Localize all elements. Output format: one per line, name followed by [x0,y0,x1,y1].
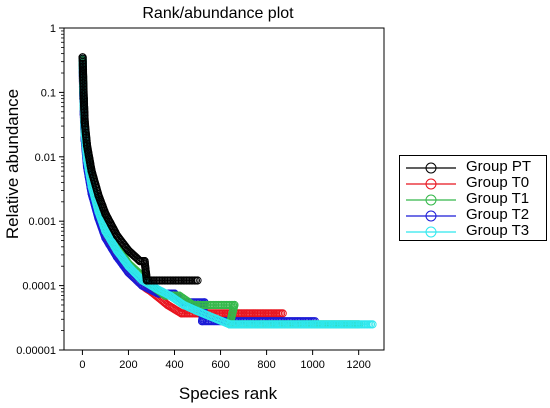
data-point [278,309,287,318]
plot-frame [63,27,385,351]
data-point [193,276,202,285]
legend-label: Group PT [466,158,532,175]
legend-label: Group T3 [466,222,530,239]
x-tick-label: 800 [257,359,275,371]
series-group-t1 [78,55,363,329]
legend-swatch-t2 [406,210,456,222]
legend-label: Group T2 [466,206,530,223]
series-group-t2 [78,59,319,326]
legend-item: Group T1 [400,190,546,208]
legend-label: Group T0 [466,174,530,191]
legend-swatch-pt [406,162,456,174]
legend-item: Group T2 [400,206,546,224]
legend-item: Group T0 [400,174,546,192]
y-axis-label: Relative abundance [3,89,22,239]
data-series [78,53,377,329]
legend-swatch-t0 [406,178,456,190]
legend-swatch-t3 [406,226,456,238]
x-tick-label: 400 [165,359,183,371]
x-tick-label: 600 [211,359,229,371]
series-group-pt [78,53,202,285]
y-tick-label: 0.001 [28,216,56,228]
x-tick-label: 1000 [300,359,324,371]
y-tick-label: 0.0001 [22,281,56,293]
legend-label: Group T1 [466,190,530,207]
data-point [368,320,377,329]
legend-swatch-t1 [406,194,456,206]
y-tick-label: 0.1 [41,87,56,99]
x-tick-label: 200 [119,359,137,371]
data-point [78,53,87,62]
chart-title: Rank/abundance plot [142,5,294,22]
legend: Group PT Group T0 Group T1 Group T2 Grou… [399,155,547,241]
y-tick-label: 0.01 [35,152,56,164]
axis-ticks: 0 200 400 600 800 1000 1200 1 0.1 0.01 0.001 0.0001… [16,23,371,371]
legend-item: Group PT [400,158,546,176]
x-tick-label: 1200 [346,359,370,371]
series-group-t3 [78,54,377,329]
legend-item: Group T3 [400,222,546,240]
x-axis-label: Species rank [179,384,278,403]
y-tick-label: 0.00001 [16,345,56,357]
x-tick-label: 0 [79,359,85,371]
y-tick-label: 1 [50,23,56,35]
